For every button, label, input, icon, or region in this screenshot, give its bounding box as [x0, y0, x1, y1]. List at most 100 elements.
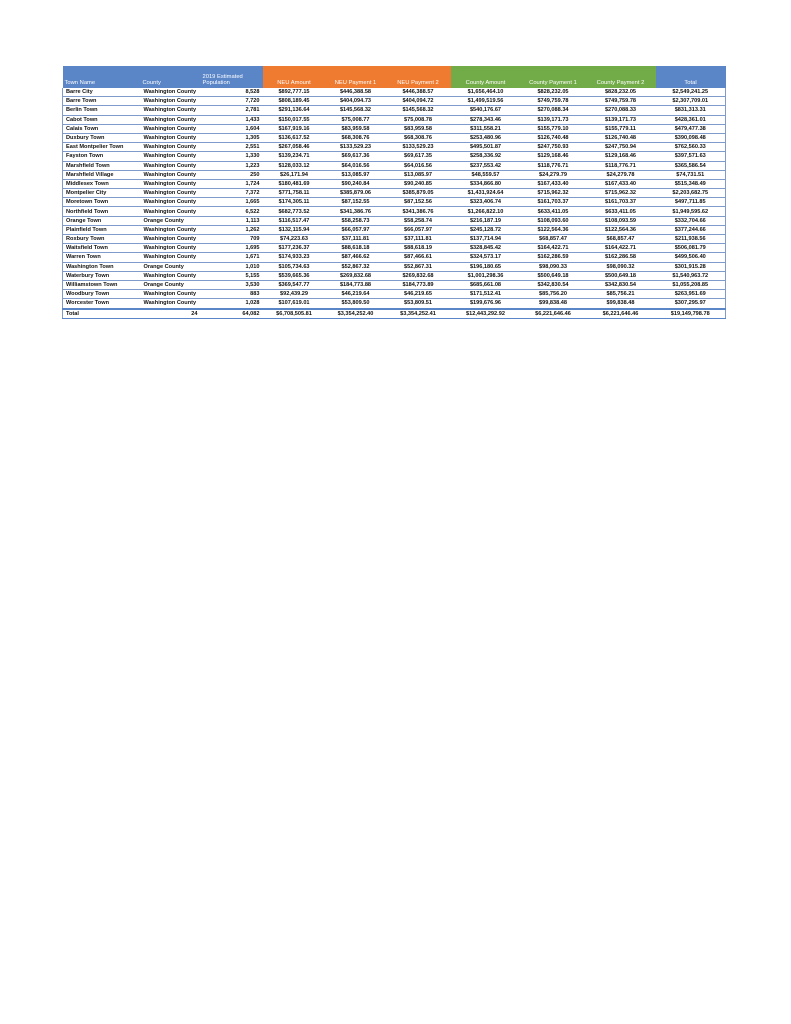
cell-county-payment-1: $139,171.73 — [520, 115, 586, 125]
cell-neu-payment-2: $64,016.56 — [385, 161, 451, 171]
cell-neu-amount: $180,481.69 — [262, 179, 326, 190]
cell-total: $1,540,963.72 — [655, 271, 726, 281]
table-row: Barre City Washington County 8,528 $892,777… — [62, 88, 726, 98]
cell-total: $19,149,798.78 — [655, 307, 726, 319]
cell-total: $497,711.85 — [655, 197, 726, 208]
cell-county-payment-2: $247,750.94 — [585, 142, 656, 153]
cell-population: 2,781 — [200, 105, 263, 116]
cell-county-payment-1: $129,168.46 — [520, 151, 586, 162]
cell-neu-amount: $808,189.45 — [262, 96, 326, 107]
cell-neu-amount: $167,919.16 — [262, 124, 326, 134]
table-row: Orange Town Orange County 1,113 $116,517.47… — [62, 216, 726, 226]
cell-county: Washington County — [140, 105, 201, 116]
cell-county-payment-2: $85,756.21 — [585, 289, 656, 300]
header-neu-payment-2: NEU Payment 2 — [385, 66, 451, 88]
cell-town-name: Montpelier City — [62, 188, 141, 199]
cell-neu-payment-1: $3,354,252.40 — [325, 307, 386, 319]
cell-county-payment-1: $108,093.60 — [520, 216, 586, 226]
cell-county-payment-2: $161,703.37 — [585, 197, 656, 208]
table-row: Washington Town Orange County 1,010 $105,73… — [62, 262, 726, 272]
cell-county: Washington County — [140, 234, 201, 245]
cell-total: $307,295.97 — [655, 298, 726, 309]
cell-county-amount: $237,553.42 — [450, 161, 521, 171]
cell-county-payment-1: $500,649.18 — [520, 271, 586, 281]
cell-neu-amount: $136,617.52 — [262, 133, 326, 144]
cell-town-name: Northfield Town — [62, 206, 141, 217]
cell-total: $301,915.28 — [655, 262, 726, 272]
cell-county-payment-2: $122,564.36 — [585, 225, 656, 236]
cell-neu-payment-1: $90,240.84 — [325, 179, 386, 190]
cell-neu-amount: $139,234.71 — [262, 151, 326, 162]
cell-neu-payment-1: $341,386.76 — [325, 206, 386, 217]
cell-county-amount: $323,406.74 — [450, 197, 521, 208]
cell-neu-payment-2: $133,529.23 — [385, 142, 451, 153]
cell-county-amount: $137,714.94 — [450, 234, 521, 245]
cell-neu-payment-1: $145,568.32 — [325, 105, 386, 116]
cell-neu-payment-1: $385,879.06 — [325, 188, 386, 199]
cell-neu-amount: $26,171.94 — [262, 170, 326, 180]
cell-neu-payment-1: $58,258.73 — [325, 216, 386, 226]
cell-neu-payment-1: $133,529.23 — [325, 142, 386, 153]
cell-county-payment-2: $500,649.18 — [585, 271, 656, 281]
cell-total: $831,313.31 — [655, 105, 726, 116]
cell-county-payment-2: $342,830.54 — [585, 280, 656, 291]
header-total: Total — [655, 66, 726, 88]
cell-total: $2,203,682.75 — [655, 188, 726, 199]
cell-total: $499,506.40 — [655, 252, 726, 263]
cell-county-amount: $1,266,822.10 — [450, 206, 521, 217]
cell-neu-payment-2: $37,111.81 — [385, 234, 451, 245]
cell-population: 7,372 — [200, 188, 263, 199]
table-row: Roxbury Town Washington County 709 $74,223.… — [62, 234, 726, 245]
cell-county-payment-2: $715,962.32 — [585, 188, 656, 199]
cell-population: 7,720 — [200, 96, 263, 107]
cell-county: Washington County — [140, 179, 201, 190]
table-row: Marshfield Village Washington County 250 $2… — [62, 170, 726, 180]
cell-county-amount: $12,443,292.92 — [450, 307, 521, 319]
cell-neu-amount: $539,665.36 — [262, 271, 326, 281]
cell-neu-payment-2: $87,152.56 — [385, 197, 451, 208]
cell-total: $762,560.33 — [655, 142, 726, 153]
cell-county: Washington County — [140, 289, 201, 300]
cell-population: 1,604 — [200, 124, 263, 134]
cell-total: $390,098.48 — [655, 133, 726, 144]
cell-neu-amount: $107,619.01 — [262, 298, 326, 309]
cell-neu-amount: $74,223.63 — [262, 234, 326, 245]
cell-town-name: Duxbury Town — [62, 133, 141, 144]
table-row: Barre Town Washington County 7,720 $808,189… — [62, 96, 726, 107]
cell-county-payment-2: $118,776.71 — [585, 161, 656, 171]
cell-town-name: Marshfield Village — [62, 170, 141, 180]
cell-county-amount: $328,845.42 — [450, 243, 521, 254]
cell-county: Washington County — [140, 298, 201, 309]
cell-neu-payment-1: $52,867.32 — [325, 262, 386, 272]
cell-neu-payment-2: $3,354,252.41 — [385, 307, 451, 319]
cell-town-name: Calais Town — [62, 124, 141, 134]
cell-county: Washington County — [140, 161, 201, 171]
cell-neu-payment-1: $53,809.50 — [325, 298, 386, 309]
cell-county-payment-1: $126,740.48 — [520, 133, 586, 144]
cell-county-amount: $196,180.65 — [450, 262, 521, 272]
cell-population: 3,530 — [200, 280, 263, 291]
cell-town-name: Plainfield Town — [62, 225, 141, 236]
cell-neu-payment-2: $58,258.74 — [385, 216, 451, 226]
cell-population: 2,551 — [200, 142, 263, 153]
table-row: Warren Town Washington County 1,671 $174,93… — [62, 252, 726, 263]
cell-total: $2,549,241.25 — [655, 88, 726, 98]
table-row: Marshfield Town Washington County 1,223 $12… — [62, 161, 726, 171]
cell-neu-payment-1: $75,008.77 — [325, 115, 386, 125]
cell-population: 1,724 — [200, 179, 263, 190]
header-county: County — [140, 66, 201, 88]
cell-town-name: Cabot Town — [62, 115, 141, 125]
cell-neu-payment-1: $404,094.73 — [325, 96, 386, 107]
cell-neu-amount: $291,136.64 — [262, 105, 326, 116]
cell-county-amount: $245,128.72 — [450, 225, 521, 236]
cell-neu-amount: $892,777.15 — [262, 88, 326, 98]
cell-population: 709 — [200, 234, 263, 245]
cell-neu-payment-2: $13,085.97 — [385, 170, 451, 180]
cell-neu-amount: $682,773.52 — [262, 206, 326, 217]
cell-neu-amount: $92,439.29 — [262, 289, 326, 300]
table-row: Fayston Town Washington County 1,330 $139,2… — [62, 151, 726, 162]
cell-county-payment-2: $164,422.71 — [585, 243, 656, 254]
cell-county-payment-2: $98,090.32 — [585, 262, 656, 272]
cell-county-payment-1: $342,830.54 — [520, 280, 586, 291]
table-row: Cabot Town Washington County 1,433 $150,017… — [62, 115, 726, 125]
